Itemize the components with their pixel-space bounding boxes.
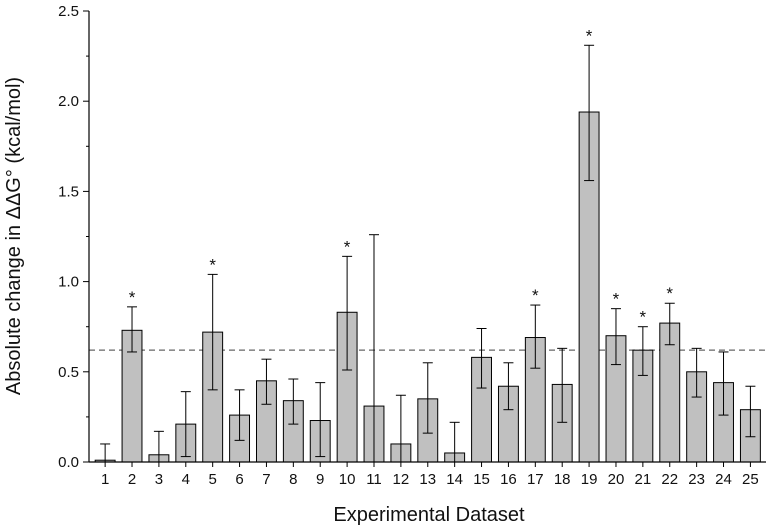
x-tick-label: 6 — [235, 471, 243, 488]
x-tick-label: 20 — [608, 471, 625, 488]
significance-marker: * — [613, 290, 620, 309]
x-tick-label: 17 — [527, 471, 544, 488]
x-tick-label: 15 — [473, 471, 490, 488]
x-tick-label: 3 — [155, 471, 163, 488]
significance-marker: * — [209, 255, 216, 274]
y-tick-label: 0.0 — [58, 454, 79, 471]
significance-marker: * — [532, 286, 539, 305]
x-tick-label: 18 — [554, 471, 571, 488]
x-tick-label: 12 — [393, 471, 410, 488]
x-tick-label: 19 — [581, 471, 598, 488]
x-tick-label: 22 — [661, 471, 678, 488]
x-tick-label: 21 — [635, 471, 652, 488]
significance-marker: * — [666, 284, 673, 303]
x-tick-label: 13 — [419, 471, 436, 488]
y-tick-label: 2.0 — [58, 93, 79, 110]
y-tick-label: 0.5 — [58, 364, 79, 381]
y-tick-label: 1.0 — [58, 274, 79, 291]
x-tick-label: 23 — [688, 471, 705, 488]
x-tick-label: 25 — [742, 471, 759, 488]
x-tick-label: 5 — [209, 471, 217, 488]
x-tick-label: 8 — [289, 471, 297, 488]
x-tick-label: 1 — [101, 471, 109, 488]
x-tick-label: 24 — [715, 471, 732, 488]
plot-area: 1*2 3 4*5 6 7 8 9*10 11 12 13 14 15 16*17 18*19*20*21… — [58, 3, 766, 488]
x-tick-label: 16 — [500, 471, 517, 488]
y-tick-label: 1.5 — [58, 183, 79, 200]
x-tick-label: 2 — [128, 471, 136, 488]
x-tick-label: 11 — [366, 471, 382, 488]
x-tick-label: 10 — [339, 471, 356, 488]
y-axis-title: Absolute change in ΔΔG° (kcal/mol) — [3, 77, 25, 395]
significance-marker: * — [344, 237, 351, 256]
x-tick-label: 7 — [262, 471, 270, 488]
significance-marker: * — [586, 26, 593, 45]
x-tick-label: 4 — [182, 471, 190, 488]
significance-marker: * — [640, 308, 647, 327]
significance-marker: * — [129, 288, 136, 307]
x-tick-label: 9 — [316, 471, 324, 488]
x-tick-label: 14 — [446, 471, 463, 488]
x-axis-title: Experimental Dataset — [333, 504, 525, 526]
y-tick-label: 2.5 — [58, 3, 79, 20]
